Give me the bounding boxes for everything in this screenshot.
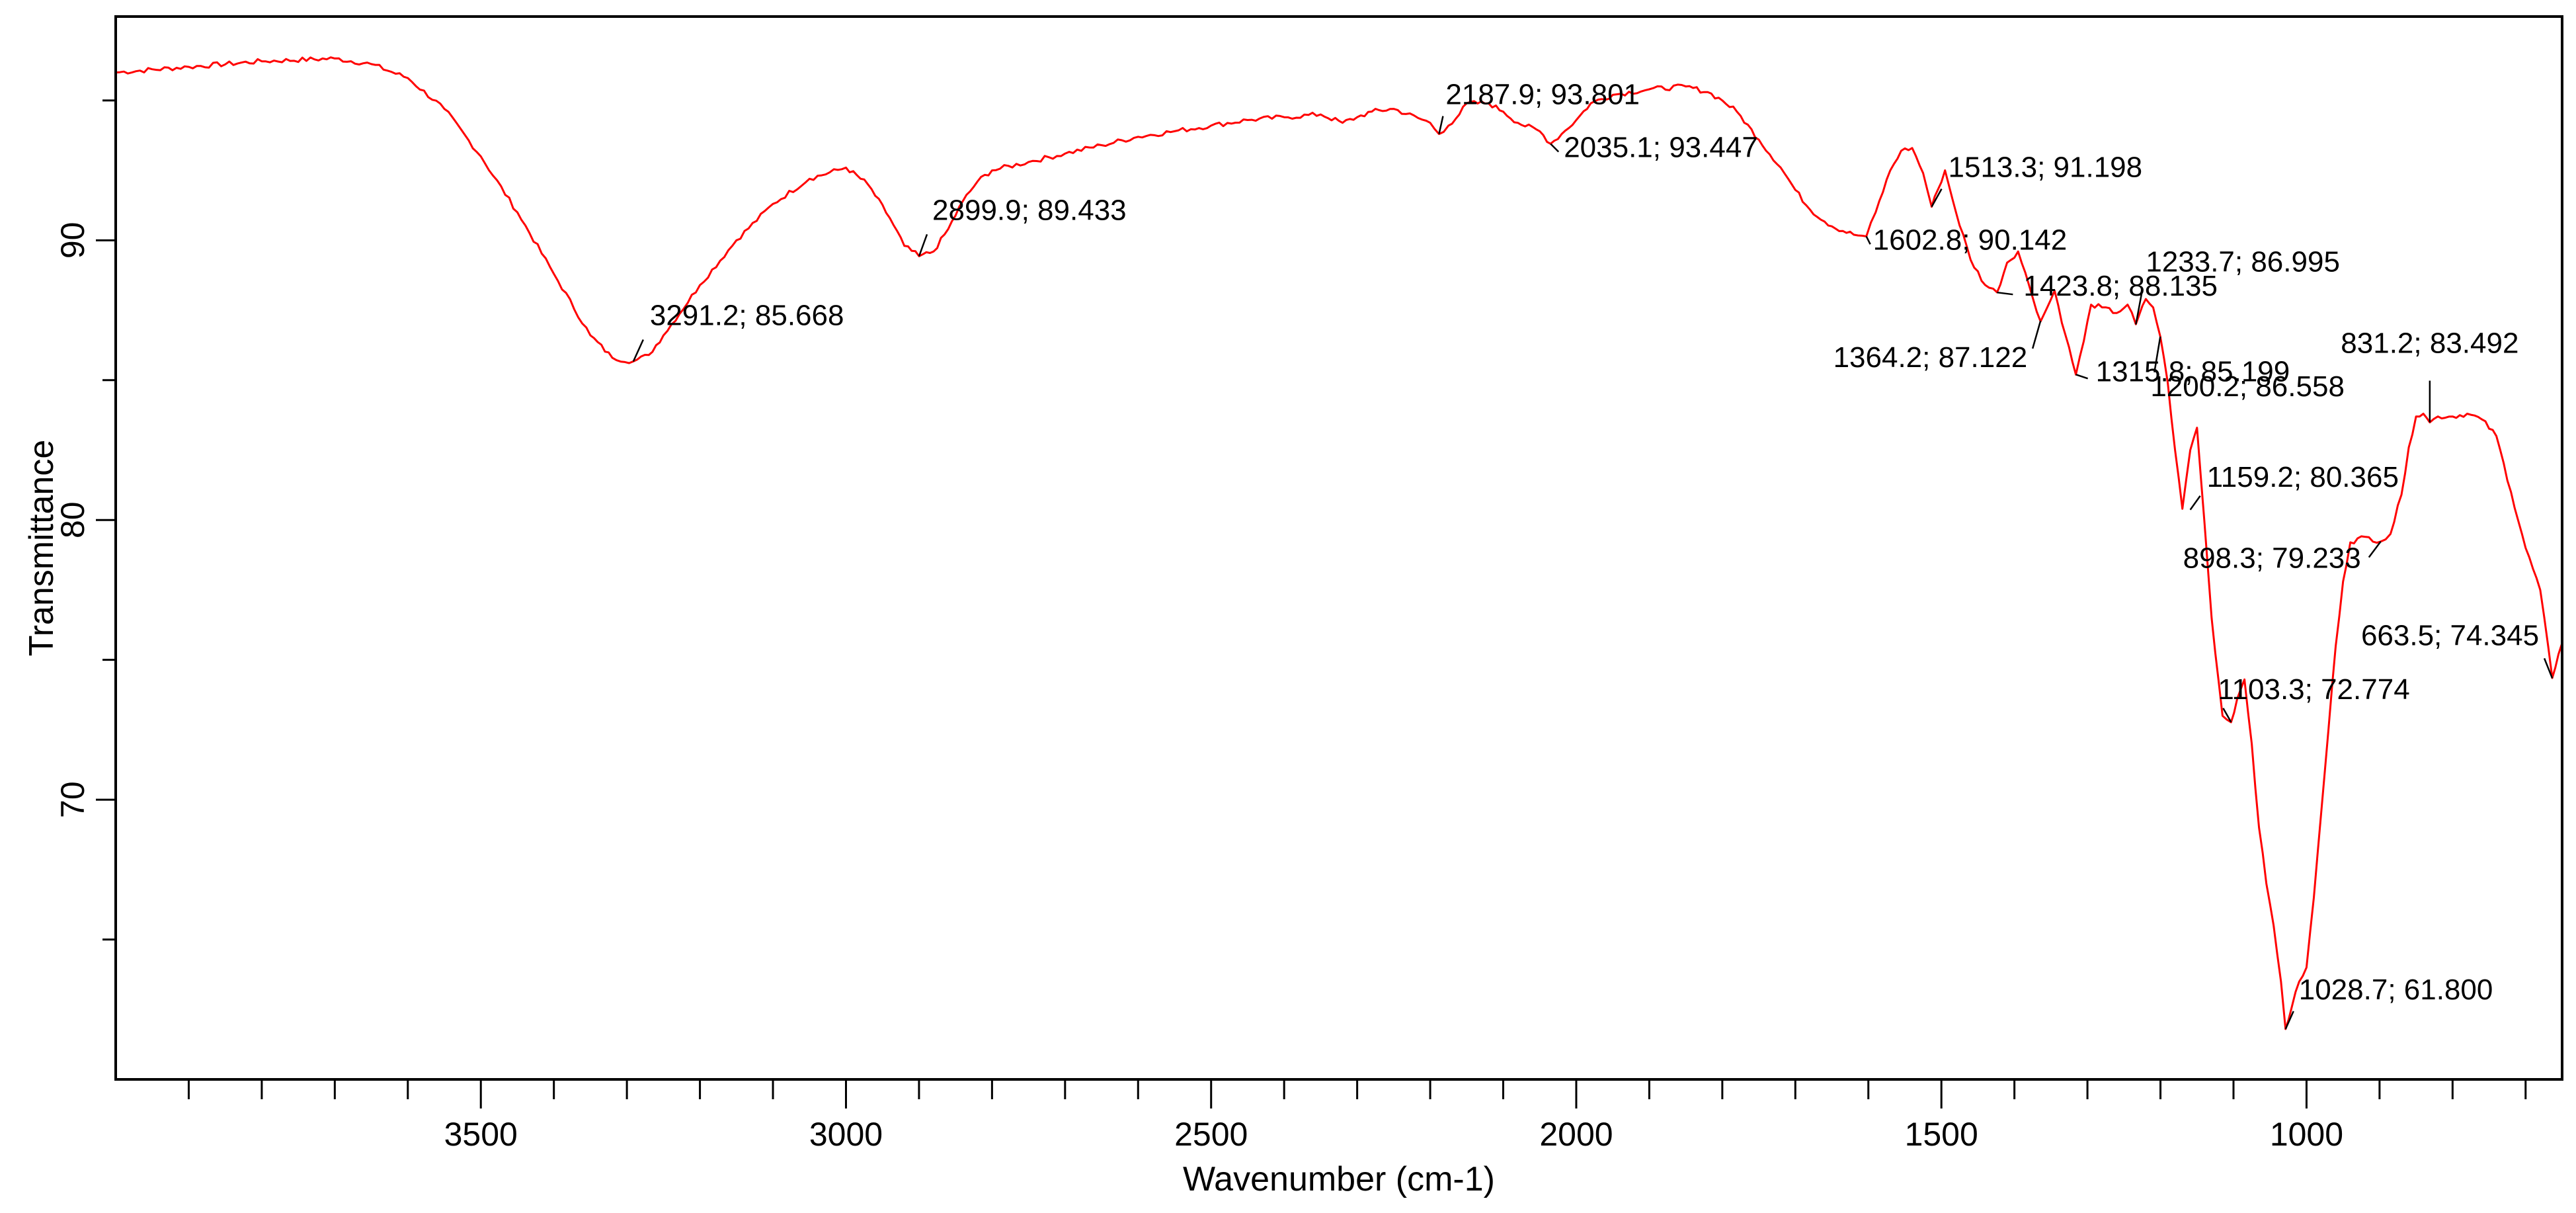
peak-label: 3291.2; 85.668 [650,300,844,332]
peak-leader-line [2135,292,2143,325]
peak-label: 1423.8; 88.135 [2023,270,2218,302]
peak-leader-line [632,339,644,362]
peak-leader-line [1931,188,1943,208]
peak-label: 2035.1; 93.447 [1564,132,1758,164]
peak-label: 663.5; 74.345 [2361,619,2539,651]
x-tick-label: 2500 [1174,1116,1248,1153]
peak-leader-line [2284,1011,2294,1030]
x-tick-label: 3500 [444,1116,518,1153]
peak-label: 2899.9; 89.433 [932,194,1127,226]
peak-label: 1364.2; 87.122 [1833,341,2028,374]
peak-label: 898.3; 79.233 [2183,542,2361,575]
peak-leader-line [2222,708,2232,723]
peak-label: 1159.2; 80.365 [2207,461,2399,493]
x-tick-label: 2000 [1539,1116,1613,1153]
x-tick-label: 1000 [2270,1116,2343,1153]
peak-label: 1233.7; 86.995 [2146,245,2340,278]
peak-leader-line [1550,143,1560,153]
peak-leader-line [2368,540,2382,558]
peak-leader-line [1865,235,1871,245]
y-tick-label: 80 [54,501,91,538]
peak-leader-line [2189,495,2201,511]
peak-leader-line [2031,320,2042,349]
peak-label: 1513.3; 91.198 [1949,151,2143,184]
x-tick-label: 1500 [1905,1116,1978,1153]
y-tick-label: 70 [54,781,91,818]
peak-label: 1602.8; 90.142 [1873,224,2068,256]
x-tick-label: 3000 [809,1116,883,1153]
spectrum-series-line [115,56,2563,1030]
peak-label: 831.2; 83.492 [2341,327,2518,360]
peak-leader-line [918,233,928,257]
peak-leader-line [2075,374,2089,380]
peak-label: 1200.2; 86.558 [2150,370,2345,403]
y-tick-label: 90 [54,222,91,259]
tick-layer: 3500 3000 2500 2000 1500 1000 70 80 90 [54,99,2527,1153]
plot-frame [114,15,2563,1081]
peak-leader-line [1438,116,1444,134]
peak-label: 1315.8; 85.199 [2096,355,2290,388]
peak-label: 2187.9; 93.801 [1445,79,1640,111]
peak-leader-line [2543,657,2554,679]
peak-annotations: 3291.2; 85.668 2899.9; 89.433 2187.9; 93.8… [632,79,2554,1030]
y-axis-title: Transmittance [22,440,61,657]
peak-leader-line [1997,291,2013,296]
x-axis-title: Wavenumber (cm-1) [1183,1160,1495,1198]
peak-label: 1103.3; 72.774 [2218,673,2409,706]
peak-label: 1028.7; 61.800 [2299,974,2493,1006]
peak-leader-line [2153,336,2161,373]
